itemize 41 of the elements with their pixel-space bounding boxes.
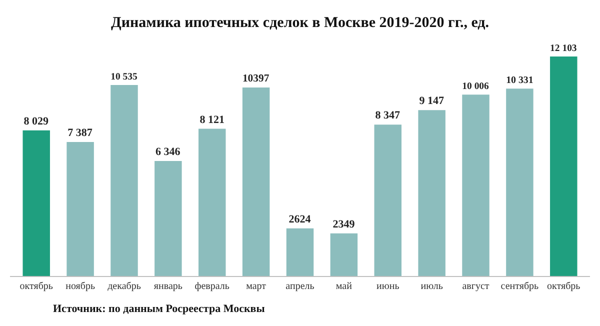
text: Источник: по данным Росреестра Москвы xyxy=(53,303,266,315)
x-tick-label: декабрь xyxy=(108,281,142,292)
bar xyxy=(110,84,138,276)
x-tick-label: май xyxy=(336,281,353,292)
data-label: 8 347 xyxy=(375,110,401,122)
data-label: 12 103 xyxy=(550,42,577,54)
bar xyxy=(418,110,446,276)
data-label: 6 346 xyxy=(156,146,181,158)
bar xyxy=(462,94,490,276)
bar xyxy=(506,88,534,276)
bar xyxy=(330,233,358,276)
x-tick-label: июнь xyxy=(376,281,400,292)
x-tick-label: март xyxy=(246,281,267,292)
data-label: 10 535 xyxy=(110,71,138,82)
x-tick-label: ноябрь xyxy=(66,281,96,292)
bar xyxy=(198,128,226,276)
x-tick-label: октябрь xyxy=(20,281,54,292)
x-tick-label: сентябрь xyxy=(500,281,540,292)
data-label: 8 121 xyxy=(200,114,224,126)
data-label: 10397 xyxy=(242,72,270,85)
data-label: 7 387 xyxy=(68,127,93,140)
data-label: 10 006 xyxy=(462,80,490,92)
bar xyxy=(286,228,314,276)
x-tick-label: январь xyxy=(154,281,183,292)
bar xyxy=(66,142,94,276)
x-tick-label: июль xyxy=(420,281,444,292)
data-label: 2624 xyxy=(288,213,312,226)
bar xyxy=(154,160,182,276)
bar xyxy=(242,87,270,276)
x-tick-label: октябрь xyxy=(547,281,581,292)
x-tick-label: август xyxy=(462,281,490,292)
bar xyxy=(22,130,50,276)
bar xyxy=(374,124,402,276)
x-tick-label: апрель xyxy=(286,281,315,292)
data-label: 10 331 xyxy=(506,74,534,86)
data-label: 2349 xyxy=(332,218,356,230)
bar xyxy=(550,56,578,276)
data-label: 9 147 xyxy=(419,95,444,108)
x-tick-label: февраль xyxy=(194,281,230,292)
chart-title: Динамика ипотечных сделок в Москве 2019-2020 гг., ед. xyxy=(111,14,490,31)
data-label: 8 029 xyxy=(24,115,49,128)
